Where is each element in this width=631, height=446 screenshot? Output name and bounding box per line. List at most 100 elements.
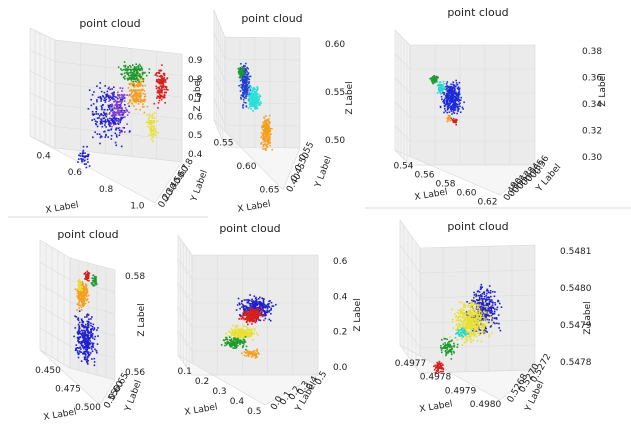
data-point [100,105,103,107]
data-point [74,327,77,329]
data-point [445,85,448,88]
data-point [124,78,126,80]
data-point [95,279,97,281]
data-point [245,306,248,309]
data-point [134,92,136,94]
data-point [84,285,87,287]
data-point [470,311,472,313]
data-point [119,100,121,103]
data-point [133,83,135,85]
data-point [261,304,264,307]
data-point [87,294,90,297]
data-point [248,315,250,317]
chart-title: point cloud [57,228,118,241]
data-point [86,270,89,273]
data-point [245,326,248,328]
data-point [251,104,253,106]
data-point [466,318,468,320]
data-point [81,289,83,291]
data-point [457,330,460,333]
data-point [137,95,140,98]
data-point [86,336,89,338]
data-point [451,87,454,89]
data-point [453,84,456,86]
data-point [77,161,79,163]
data-point [75,316,77,318]
data-point [96,99,98,101]
data-point [147,121,149,124]
data-point [249,331,252,333]
data-point [114,96,117,98]
data-point [472,307,475,309]
data-point [436,77,439,79]
data-point [149,120,152,122]
data-point [266,139,268,142]
data-point [488,308,490,310]
data-point [230,338,233,340]
data-point [449,115,451,117]
data-point [85,155,87,157]
data-point [440,349,443,351]
data-point [81,295,84,298]
x-axis-label: X Label [45,200,80,216]
data-point [468,314,471,317]
data-point [235,335,237,338]
data-point [78,325,80,327]
data-point [88,89,91,91]
data-point [475,294,478,297]
data-point [107,104,110,107]
data-point [466,339,469,341]
data-point [112,114,114,116]
data-point [481,295,483,297]
data-point [250,303,252,305]
data-point [79,155,82,157]
data-point [253,312,255,314]
data-point [95,113,98,115]
data-point [144,93,146,96]
data-point [95,281,97,284]
data-point [243,354,246,357]
data-point [474,303,477,305]
data-point [127,102,129,105]
data-point [85,166,88,169]
data-point [118,104,120,107]
data-point [84,278,86,280]
data-point [443,345,445,348]
data-point [235,326,237,328]
data-point [139,65,142,67]
data-point [143,105,145,108]
data-point [465,330,468,333]
data-point [267,133,270,136]
data-point [245,91,247,93]
data-point [97,327,99,329]
data-point [105,96,107,98]
data-point [157,102,160,104]
data-point [487,291,490,294]
data-point [108,97,111,99]
data-point [93,327,96,329]
data-point [78,158,80,160]
data-point [123,97,126,99]
data-point [89,337,91,340]
data-point [85,298,88,301]
data-point [110,105,113,108]
data-point [81,154,84,157]
data-point [140,67,143,70]
data-point [255,296,257,299]
data-point [160,98,163,101]
data-point [258,303,261,306]
data-point [243,67,246,70]
data-point [496,322,498,325]
panel-divider [8,216,208,218]
data-point [121,87,124,90]
x-tick-label: 0.500 [75,403,101,413]
data-point [451,97,454,99]
z-tick-label: 0.4 [188,150,203,160]
data-point [80,298,82,301]
data-point [85,294,87,297]
data-point [248,311,251,313]
data-point [469,337,472,339]
data-point [240,333,243,335]
data-point [438,90,441,93]
grid-line [399,294,536,324]
